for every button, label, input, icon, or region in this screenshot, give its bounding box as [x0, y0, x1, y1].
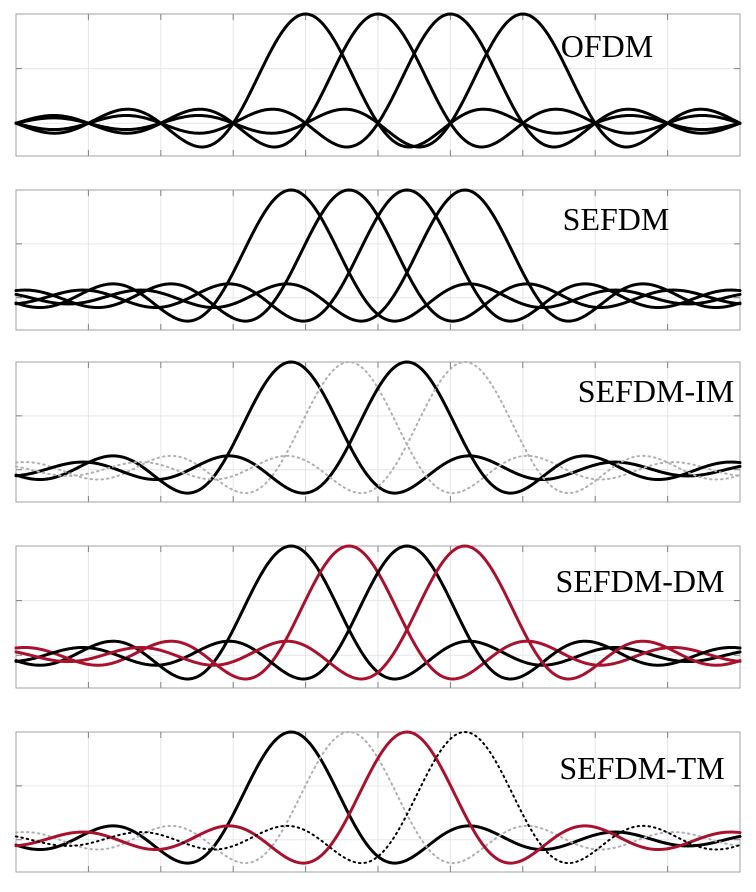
grid-lines: [16, 732, 740, 872]
grid-lines: [16, 546, 740, 688]
subcarrier-curve-4: [14, 544, 742, 681]
subcarrier-curve-3: [14, 360, 742, 495]
subcarrier-curve-3: [14, 544, 742, 681]
subcarrier-curve-3: [14, 188, 742, 323]
panel-sefdm-im: SEFDM-IM: [14, 360, 742, 503]
subcarrier-curve-1: [14, 730, 742, 865]
subcarrier-curve-4: [15, 731, 741, 865]
subcarrier-curves: [14, 12, 742, 149]
panel-sefdm-tm: SEFDM-TM: [14, 730, 742, 873]
panel-ofdm: OFDM: [14, 12, 742, 157]
subcarrier-curve-4: [15, 361, 741, 495]
subcarrier-curve-2: [14, 12, 742, 149]
panel-sefdm: SEFDM: [14, 188, 742, 331]
subcarrier-curve-4: [14, 188, 742, 323]
subcarrier-curve-3: [14, 730, 742, 865]
panel-title: SEFDM: [563, 201, 670, 237]
subcarrier-curves: [14, 730, 742, 865]
subcarrier-curve-1: [14, 360, 742, 495]
panel-title: OFDM: [561, 28, 653, 64]
subcarrier-curve-4: [14, 12, 742, 149]
subcarrier-curves: [14, 544, 742, 681]
subcarrier-curves: [14, 188, 742, 323]
panel-title: SEFDM-IM: [578, 373, 734, 409]
panel-title: SEFDM-DM: [556, 563, 725, 599]
panel-title: SEFDM-TM: [559, 750, 724, 786]
grid-lines: [16, 14, 740, 156]
panel-sefdm-dm: SEFDM-DM: [14, 544, 742, 689]
subcarrier-curves: [14, 360, 742, 495]
